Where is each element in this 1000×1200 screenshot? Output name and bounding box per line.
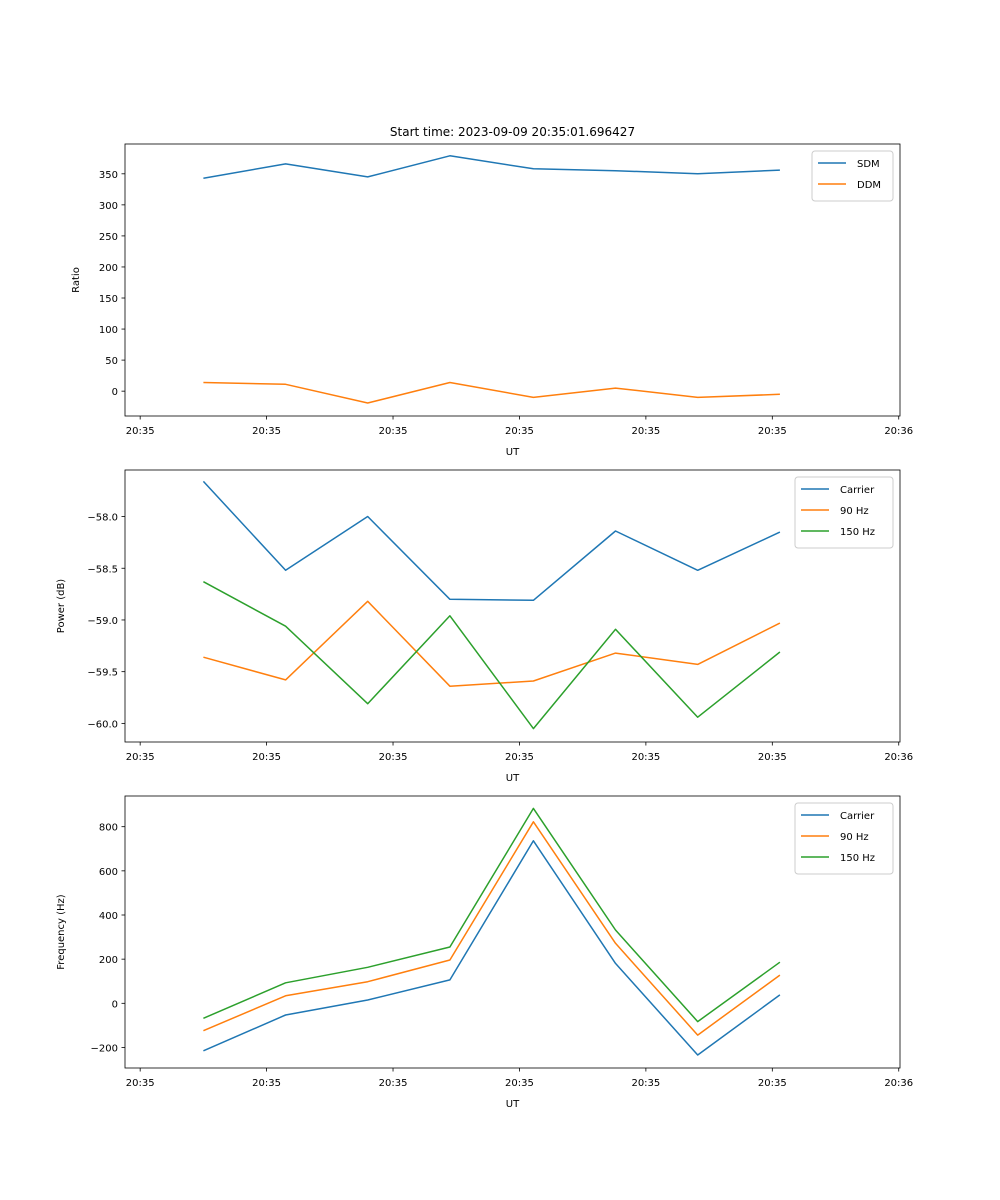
y-tick-label: −200 — [91, 1043, 118, 1054]
x-tick-label: 20:35 — [252, 1078, 281, 1089]
x-axis-label: UT — [506, 773, 520, 784]
x-axis-label: UT — [506, 447, 520, 458]
series-line-90-hz — [203, 821, 781, 1036]
x-tick-label: 20:35 — [505, 426, 534, 437]
y-tick-label: −58.0 — [87, 513, 118, 524]
legend-label: 90 Hz — [840, 832, 869, 843]
x-tick-label: 20:35 — [631, 752, 660, 763]
series-line-ddm — [203, 381, 780, 404]
y-tick-label: −59.5 — [87, 668, 118, 679]
y-tick-label: 100 — [99, 325, 118, 336]
axes-frame — [124, 469, 901, 743]
series-line-sdm — [203, 155, 780, 179]
legend-label: Carrier — [840, 485, 875, 496]
y-tick-label: −58.5 — [87, 564, 118, 575]
x-tick-label: 20:35 — [379, 752, 408, 763]
legend-label: 150 Hz — [840, 527, 875, 538]
y-tick-label: 350 — [99, 170, 118, 181]
x-tick-label: 20:35 — [505, 752, 534, 763]
legend: Carrier 90 Hz 150 Hz — [794, 476, 894, 549]
y-axis-label: Frequency (Hz) — [56, 894, 67, 970]
y-tick-label: 200 — [99, 955, 118, 966]
chart-title: Start time: 2023-09-09 20:35:01.696427 — [390, 125, 635, 139]
legend-label: Carrier — [840, 811, 875, 822]
x-tick-label: 20:35 — [126, 426, 155, 437]
x-tick-label: 20:35 — [758, 752, 787, 763]
legend-label: 150 Hz — [840, 853, 875, 864]
y-axis-label: Ratio — [71, 267, 82, 293]
y-tick-label: −59.0 — [87, 616, 118, 627]
y-tick-label: 150 — [99, 294, 118, 305]
series-line-90-hz — [203, 600, 781, 687]
series-line-carrier — [202, 480, 781, 602]
x-tick-label: 20:35 — [758, 426, 787, 437]
x-tick-label: 20:36 — [884, 752, 913, 763]
x-tick-label: 20:35 — [379, 1078, 408, 1089]
y-tick-label: 0 — [112, 387, 118, 398]
legend-box — [811, 150, 894, 202]
subplot-1: Start time: 2023-09-09 20:35:01.696427 20… — [71, 125, 913, 458]
subplot-2: 20:35 20:35 20:35 20:35 20:35 20:35 20:36 −60.0… — [56, 469, 913, 784]
x-tick-label: 20:35 — [126, 1078, 155, 1089]
legend-label: DDM — [857, 180, 881, 191]
legend: Carrier 90 Hz 150 Hz — [794, 802, 894, 875]
x-tick-label: 20:36 — [884, 426, 913, 437]
subplot-3: 20:35 20:35 20:35 20:35 20:35 20:35 20:36 −200 0… — [56, 795, 913, 1110]
x-tick-label: 20:35 — [631, 426, 660, 437]
y-tick-label: 250 — [99, 232, 118, 243]
legend-label: SDM — [857, 159, 880, 170]
y-tick-label: 400 — [99, 911, 118, 922]
series-line-carrier — [203, 840, 781, 1056]
axes-frame — [124, 795, 901, 1069]
x-tick-label: 20:35 — [758, 1078, 787, 1089]
y-tick-label: 200 — [99, 263, 118, 274]
y-tick-label: 800 — [99, 823, 118, 834]
y-tick-label: 50 — [105, 356, 118, 367]
y-tick-label: 0 — [112, 999, 118, 1010]
y-tick-label: 300 — [99, 201, 118, 212]
y-tick-label: −60.0 — [87, 719, 118, 730]
x-tick-label: 20:36 — [884, 1078, 913, 1089]
x-tick-label: 20:35 — [126, 752, 155, 763]
y-axis-label: Power (dB) — [56, 579, 67, 634]
y-tick-label: 600 — [99, 867, 118, 878]
x-axis-label: UT — [506, 1099, 520, 1110]
x-tick-label: 20:35 — [379, 426, 408, 437]
x-tick-label: 20:35 — [505, 1078, 534, 1089]
x-tick-label: 20:35 — [252, 752, 281, 763]
series-line-150-hz — [203, 581, 781, 730]
axes-frame — [124, 143, 901, 417]
legend: SDM DDM — [811, 150, 894, 202]
x-tick-label: 20:35 — [252, 426, 281, 437]
x-tick-label: 20:35 — [631, 1078, 660, 1089]
series-line-150-hz — [203, 807, 781, 1023]
legend-label: 90 Hz — [840, 506, 869, 517]
